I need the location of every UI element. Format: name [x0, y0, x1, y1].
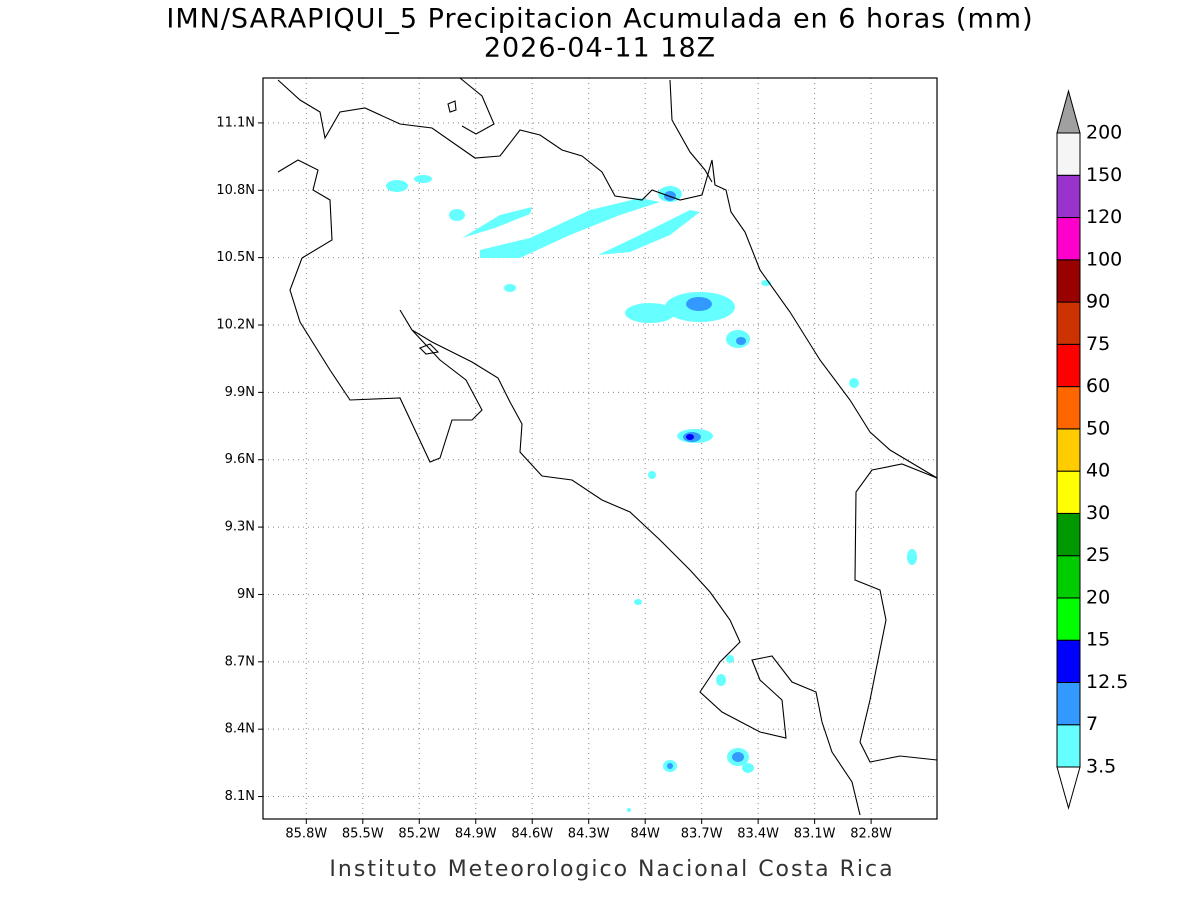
rain-area: [667, 763, 673, 769]
colorbar-label: 12.5: [1086, 671, 1128, 693]
colorbar-box: [1056, 724, 1081, 768]
colorbar-box: [1056, 681, 1081, 726]
colorbar-label: 75: [1086, 333, 1110, 355]
map-title: IMN/SARAPIQUI_5 Precipitacion Acumulada …: [166, 4, 1033, 35]
colorbar-box: [1056, 301, 1081, 345]
y-tick-label: 8.1N: [225, 789, 255, 804]
rain-area: [625, 303, 675, 323]
lake: [419, 343, 440, 355]
colorbar-label: 120: [1086, 206, 1122, 228]
rain-area: [736, 337, 746, 345]
x-tick-label: 84.3W: [568, 827, 610, 842]
coast-pacific: [277, 159, 861, 816]
x-tick-label: 83.7W: [681, 827, 723, 842]
rain-area: [686, 434, 694, 440]
border-panama: [854, 463, 938, 763]
colorbar-label: 50: [1086, 417, 1110, 439]
colorbar-box: [1056, 343, 1081, 388]
colorbar-label: 100: [1086, 248, 1122, 270]
y-tick-label: 10.2N: [216, 318, 255, 333]
colorbar-over: [1056, 89, 1081, 134]
x-tick-label: 85.2W: [398, 827, 440, 842]
colorbar-label: 150: [1086, 164, 1122, 186]
coast-north: [459, 77, 495, 135]
x-tick-label: 82.8W: [850, 827, 892, 842]
map-frame: [262, 77, 938, 820]
coast-caribbean-nic: [669, 79, 713, 183]
colorbar-box: [1056, 555, 1081, 599]
colorbar-label: 30: [1086, 502, 1110, 524]
x-tick-label: 85.8W: [285, 827, 327, 842]
x-tick-label: 85.5W: [342, 827, 384, 842]
rain-area: [627, 808, 631, 812]
y-tick-label: 10.8N: [216, 183, 255, 198]
rain-area: [742, 763, 754, 773]
y-tick-label: 8.4N: [225, 722, 255, 737]
y-tick-label: 9N: [237, 587, 255, 602]
rain-area: [598, 210, 700, 255]
rain-area: [716, 674, 726, 686]
x-tick-label: 84.6W: [511, 827, 553, 842]
footer: Instituto Meteorologico Nacional Costa R…: [329, 857, 894, 882]
x-tick-label: 84W: [630, 827, 660, 842]
rain-area: [686, 297, 712, 311]
y-tick-label: 9.6N: [225, 452, 255, 467]
colorbar-label: 7: [1086, 713, 1098, 735]
colorbar-box: [1056, 470, 1081, 514]
colorbar-label: 3.5: [1086, 756, 1116, 778]
island: [447, 100, 457, 113]
colorbar-box: [1056, 597, 1081, 641]
rain-area: [726, 655, 734, 663]
rain-area: [414, 175, 432, 183]
map-subtitle: 2026-04-11 18Z: [484, 33, 716, 64]
coastline: [277, 77, 938, 816]
x-tick-label: 83.1W: [794, 827, 836, 842]
y-tick-label: 8.7N: [225, 654, 255, 669]
x-tick-label: 84.9W: [455, 827, 497, 842]
rain-area: [648, 471, 656, 479]
colorbar-box: [1056, 386, 1081, 430]
colorbar: 3.5 7 12.5 15 20 25 30 40 50 60 75 90 100 120 150 200: [1056, 89, 1128, 810]
rain-area: [732, 752, 744, 762]
rain-area: [634, 599, 642, 605]
y-tick-label: 11.1N: [216, 115, 255, 130]
colorbar-label: 60: [1086, 375, 1110, 397]
x-tick-label: 83.4W: [737, 827, 779, 842]
colorbar-box: [1056, 639, 1081, 683]
rain-area: [449, 209, 465, 221]
rain-area: [907, 549, 917, 565]
colorbar-box: [1056, 259, 1081, 303]
rain-area: [462, 207, 532, 238]
colorbar-box: [1056, 132, 1081, 176]
rain-area: [504, 284, 516, 292]
colorbar-label: 20: [1086, 586, 1110, 608]
colorbar-label: 40: [1086, 460, 1110, 482]
colorbar-box: [1056, 512, 1081, 557]
colorbar-box: [1056, 217, 1081, 261]
colorbar-label: 15: [1086, 629, 1110, 651]
grid-layer: [263, 78, 937, 819]
colorbar-label: 25: [1086, 544, 1110, 566]
y-tick-label: 9.9N: [225, 385, 255, 400]
rain-area: [849, 378, 859, 388]
border-north: [277, 79, 938, 479]
colorbar-under: [1056, 766, 1081, 810]
rain-area: [480, 198, 660, 258]
colorbar-box: [1056, 174, 1081, 219]
rain-area: [386, 180, 408, 192]
colorbar-label: 90: [1086, 291, 1110, 313]
y-tick-label: 10.5N: [216, 250, 255, 265]
colorbar-box: [1056, 428, 1081, 472]
y-tick-label: 9.3N: [225, 520, 255, 535]
precipitation: [386, 175, 917, 812]
colorbar-label: 200: [1086, 122, 1122, 144]
